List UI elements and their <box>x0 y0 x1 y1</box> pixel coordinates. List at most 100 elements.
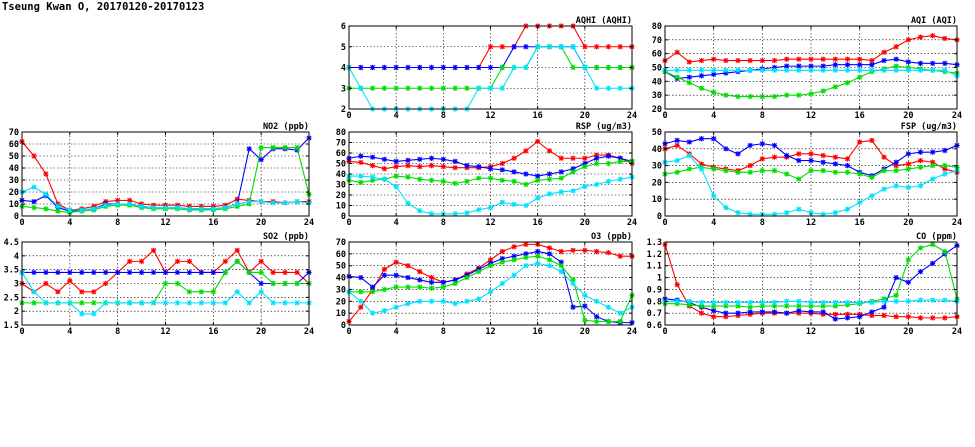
data-point-cyan <box>558 44 564 50</box>
data-point-cyan <box>535 195 541 201</box>
data-point-blue <box>832 62 838 68</box>
y-tick-label: 1.1 <box>647 262 662 272</box>
data-point-blue <box>405 157 411 163</box>
x-tick-label: 8 <box>115 218 120 228</box>
data-point-cyan <box>605 178 612 184</box>
data-point-green <box>686 80 692 86</box>
data-point-green <box>393 85 399 91</box>
data-point-blue <box>617 155 623 161</box>
data-point-red <box>796 151 802 157</box>
data-point-cyan <box>452 211 458 217</box>
x-tick-label: 24 <box>952 111 962 121</box>
data-point-cyan <box>844 299 851 306</box>
data-point-cyan <box>905 67 911 73</box>
data-point-green <box>723 92 729 98</box>
data-point-blue <box>747 309 753 315</box>
data-point-red <box>784 56 790 62</box>
data-point-blue <box>464 163 470 169</box>
data-point-green <box>893 168 899 174</box>
data-point-blue <box>771 64 778 71</box>
chart-title: SO2 (ppb) <box>263 232 309 242</box>
data-point-cyan <box>91 206 97 212</box>
data-point-green <box>535 253 541 259</box>
data-point-red <box>79 289 85 295</box>
data-point-green <box>735 169 741 175</box>
data-point-green <box>55 208 61 214</box>
data-point-cyan <box>698 67 705 73</box>
data-point-cyan <box>893 183 899 189</box>
data-point-cyan <box>138 300 145 306</box>
data-point-cyan <box>617 85 623 91</box>
data-point-red <box>234 247 240 253</box>
data-point-green <box>210 289 216 295</box>
data-point-blue <box>511 253 517 259</box>
x-tick-label: 0 <box>662 327 667 337</box>
data-point-green <box>747 169 753 175</box>
data-point-blue <box>381 272 387 278</box>
data-point-blue <box>869 62 875 68</box>
y-tick-label: 80 <box>652 22 662 32</box>
data-point-cyan <box>487 289 494 295</box>
data-point-green <box>674 169 680 175</box>
data-point-cyan <box>127 300 133 306</box>
data-point-cyan <box>570 280 576 287</box>
data-point-cyan <box>162 205 169 211</box>
data-point-cyan <box>487 205 494 211</box>
data-point-cyan <box>476 296 482 302</box>
data-point-cyan <box>832 210 838 216</box>
y-tick-label: 0.6 <box>647 321 662 331</box>
y-tick-label: 20 <box>336 191 346 201</box>
data-point-red <box>428 163 435 169</box>
y-tick-label: 1 <box>657 274 662 284</box>
data-point-blue <box>735 151 741 157</box>
data-point-cyan <box>796 298 802 304</box>
x-tick-label: 20 <box>903 218 913 228</box>
data-point-green <box>832 303 838 309</box>
data-point-red <box>723 314 729 320</box>
data-point-green <box>735 303 741 309</box>
data-point-red <box>881 154 887 160</box>
data-point-blue <box>844 62 851 68</box>
data-point-red <box>487 44 494 50</box>
data-point-cyan <box>464 298 470 304</box>
data-point-cyan <box>138 203 145 209</box>
data-point-red <box>747 163 753 169</box>
data-point-cyan <box>723 205 729 211</box>
data-point-cyan <box>186 300 193 306</box>
data-point-cyan <box>523 263 529 269</box>
data-point-red <box>282 269 288 276</box>
data-point-blue <box>881 57 887 64</box>
data-point-red <box>759 57 765 64</box>
data-point-cyan <box>723 299 729 306</box>
data-point-green <box>511 178 517 184</box>
data-point-blue <box>893 274 899 281</box>
data-point-red <box>711 56 717 62</box>
data-point-blue <box>67 269 73 276</box>
data-point-green <box>771 168 778 174</box>
data-point-cyan <box>698 299 705 306</box>
y-tick-label: 4 <box>341 64 346 74</box>
data-point-green <box>476 269 482 275</box>
data-point-green <box>881 168 887 174</box>
y-tick-label: 0.7 <box>647 309 662 319</box>
data-point-cyan <box>930 176 936 182</box>
data-point-red <box>594 44 600 50</box>
y-tick-label: 40 <box>652 145 662 155</box>
data-point-green <box>735 93 741 100</box>
x-tick-label: 8 <box>441 218 446 228</box>
data-point-green <box>405 284 411 290</box>
data-point-blue <box>820 63 826 69</box>
x-tick-label: 20 <box>256 218 266 228</box>
data-point-blue <box>79 269 85 276</box>
x-tick-label: 24 <box>952 218 962 228</box>
y-tick-label: 60 <box>336 149 346 159</box>
data-point-blue <box>558 259 564 265</box>
data-point-cyan <box>869 299 875 306</box>
data-point-green <box>570 169 576 175</box>
data-point-green <box>784 92 790 98</box>
data-point-blue <box>487 64 494 71</box>
data-point-red <box>186 258 193 264</box>
data-point-green <box>942 248 948 255</box>
data-point-red <box>358 159 364 166</box>
data-point-cyan <box>511 272 517 278</box>
